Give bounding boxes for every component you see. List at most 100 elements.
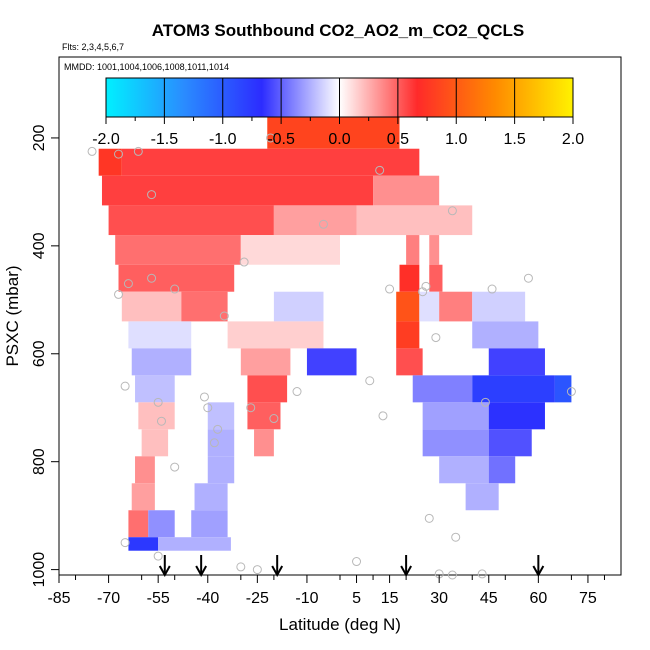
sample-point [487,284,497,294]
sample-point [266,133,276,143]
sample-point [480,397,490,407]
flight-arrows [158,555,545,578]
y-tick-label: 400 [31,232,48,259]
heatmap-cell [98,148,122,176]
x-tick-label: 45 [480,590,498,607]
sample-point [418,287,428,297]
heatmap-cell [472,321,539,349]
x-tick-label: 5 [352,590,361,607]
arrow-head [271,565,284,578]
sample-point [114,289,124,299]
heatmap-cell [406,235,420,265]
x-tick-label: -55 [147,590,170,607]
sample-point [219,311,229,321]
sample-point [209,438,219,448]
sample-point [199,392,209,402]
heatmap-cell [396,321,420,349]
heatmap-cell [422,429,489,457]
x-tick-label: -40 [196,590,219,607]
y-tick-label: 800 [31,448,48,475]
sample-point [170,284,180,294]
x-tick-label: 60 [529,590,547,607]
heatmap-cell [118,264,235,292]
sample-point [153,551,163,561]
sample-point [114,149,124,159]
sample-point [120,381,130,391]
x-axis: -85 -70 -55 -40 -25 -10 5 15 30 45 60 75 [47,575,605,607]
heatmap-cell [207,429,235,457]
x-tick-label: -10 [295,590,318,607]
sample-point [451,532,461,542]
sample-point [523,273,533,283]
sample-point [170,462,180,472]
y-axis: 200 400 600 800 1000 [31,124,59,587]
heatmap-cell [472,375,555,403]
y-tick-label: 600 [31,340,48,367]
heatmap-cell [135,375,175,403]
x-tick-label: -25 [246,590,269,607]
sample-point [123,279,133,289]
y-tick-label: 1000 [31,552,48,588]
heatmap-cell [247,375,288,403]
heatmap-cell [373,175,440,206]
heatmap-cell [488,402,545,430]
x-tick-label: 30 [430,590,448,607]
sample-point [87,146,97,156]
arrow-head [532,565,545,578]
heatmap-cell [465,483,499,511]
sample-point [477,569,487,579]
heatmap-cell [554,375,572,403]
sample-point [203,403,213,413]
heatmap-cell [135,456,155,484]
heatmap-cell [472,291,526,322]
colorbar-tick-label: -0.5 [267,131,295,148]
heatmap-cell [131,348,192,376]
sample-point [120,538,130,548]
sample-point [352,557,362,567]
heatmap-cell [439,291,473,322]
heatmap-cell [194,483,228,511]
colorbar-tick-label: -1.5 [151,131,179,148]
heatmap-cell [488,348,545,376]
y-tick-label: 200 [31,124,48,151]
sample-point [213,424,223,434]
heatmap-cell [488,429,532,457]
heatmap-cell [439,456,489,484]
colorbar-tick-label: 0.0 [328,131,350,148]
arrow-head [400,565,412,578]
x-tick-label: -70 [97,590,120,607]
sample-point [566,387,576,397]
y-axis-label: PSXC (mbar) [3,265,22,366]
heatmap-cell [412,375,473,403]
sample-point [252,565,262,575]
heatmap-cell [131,483,155,511]
colorbar-tick-label: -2.0 [92,131,120,148]
heatmap-cell [399,264,420,292]
dates-note: MMDD: 1001,1004,1006,1008,1011,1014 [64,62,229,72]
heatmap-cell [227,321,324,349]
heatmap-cell [101,175,374,206]
arrow-head [158,565,171,578]
sample-point [447,570,457,580]
heatmap-cell [148,510,175,538]
flights-note: Flts: 2,3,4,5,6,7 [62,42,124,52]
heatmap-cell [121,148,420,176]
sample-point [239,257,249,267]
sample-point [147,273,157,283]
heatmap-cell [240,348,291,376]
sample-point [375,165,385,175]
sample-point [318,219,328,229]
sample-point [236,562,246,572]
sample-point [292,387,302,397]
sample-point [385,284,395,294]
heatmap-cell [141,429,169,457]
heatmap-cell [273,291,324,322]
sample-point [447,206,457,216]
colorbar-tick-label: 1.0 [445,131,467,148]
heatmap-cell [254,429,274,457]
colorbar-tick-label: 0.5 [387,131,409,148]
heatmap-cell [108,205,274,236]
heatmap-cell [273,205,357,236]
heatmap-cell [247,402,281,430]
